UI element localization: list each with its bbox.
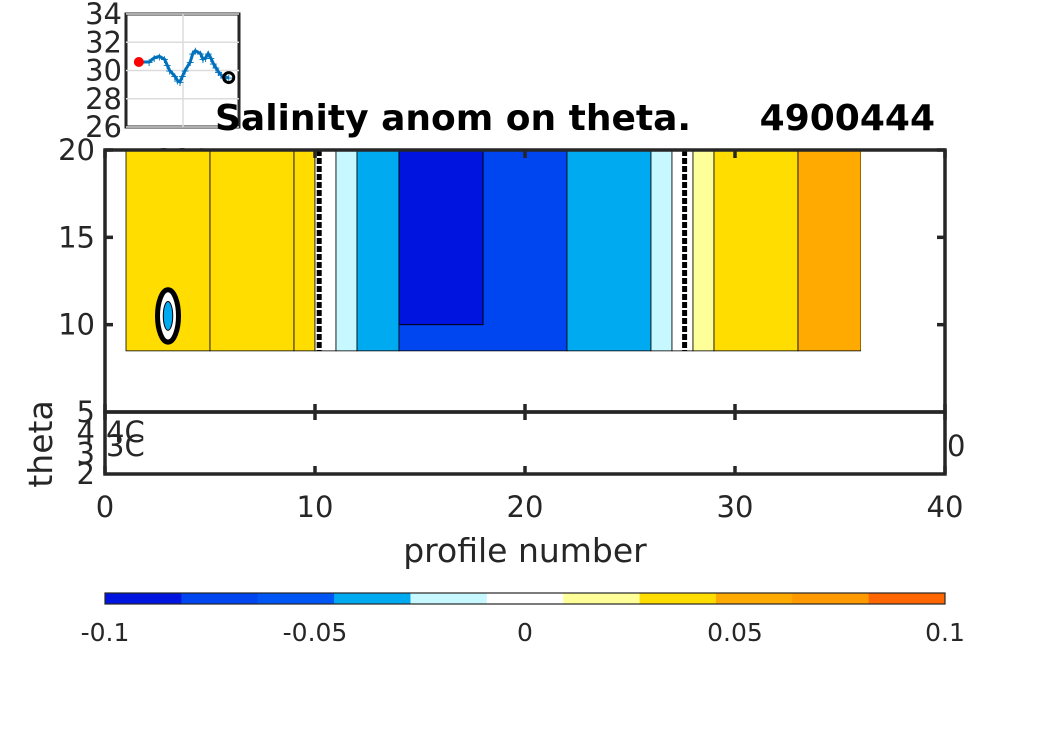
- inset-track-point-12: +: [186, 56, 195, 69]
- colorbar-ticks: -0.1 -0.05 0 0.05 0.1: [81, 618, 965, 647]
- inset-track-line: [138, 48, 229, 84]
- inset-track-point-26: +: [224, 72, 233, 85]
- inset-y-tick-label-3: 32: [85, 25, 122, 59]
- colorbar-frame: [104, 592, 946, 605]
- inset-track-point-18: +: [204, 48, 213, 61]
- sec-fragment-left-upper: 4C: [106, 415, 145, 449]
- inset-end-marker: [222, 71, 236, 85]
- colorbar-tick-label-1: -0.05: [283, 618, 348, 647]
- heat-band-5: [356, 150, 400, 352]
- inset-track-point-20: +: [209, 57, 218, 70]
- inset-track-point-15: +: [196, 48, 205, 61]
- heat-band-2: [293, 150, 316, 352]
- y-tick-label-0: 10: [58, 308, 95, 342]
- x-ticks: 0 10 20 30 40: [96, 150, 964, 524]
- inset-track-point-16: +: [198, 53, 207, 66]
- float-id: 4900444: [760, 98, 935, 139]
- colorbar: [105, 593, 946, 604]
- y-tick-label-1: 15: [58, 220, 95, 254]
- x-tick-label-3: 30: [717, 490, 754, 524]
- heat-band-7: [566, 150, 652, 352]
- inset-track-point-21: +: [211, 62, 220, 75]
- inset-grid: [126, 13, 239, 128]
- heat-band-10: [692, 150, 715, 352]
- heat-feature-core: [398, 150, 484, 326]
- y-tick-label-2: 20: [58, 133, 95, 167]
- inset-start-marker: [133, 57, 144, 68]
- colorbar-swatch-0: [105, 593, 182, 604]
- heatmap-features: [155, 150, 688, 351]
- sec-fragment-right: 0: [947, 429, 965, 463]
- sec-y-tick-label-3: 5: [77, 395, 95, 429]
- inset-track-point-2: +: [150, 52, 159, 65]
- inset-track-point-17: +: [201, 52, 210, 65]
- inset-track-point-13: +: [188, 48, 197, 61]
- colorbar-swatch-7: [639, 593, 717, 604]
- no-data-region: [105, 150, 945, 412]
- colorbar-swatch-5: [486, 593, 564, 604]
- sec-fragment-left: 3C: [106, 429, 145, 463]
- inset-track-point-3: +: [155, 50, 164, 63]
- colorbar-swatch-6: [563, 593, 641, 604]
- colorbar-swatch-1: [181, 593, 259, 604]
- colorbar-swatch-4: [410, 593, 488, 604]
- inset-y-tick-label-2: 30: [85, 54, 122, 88]
- sec-y-tick-label-1: 3: [77, 436, 95, 470]
- heat-feature-eddy-core: [162, 301, 174, 331]
- colorbar-tick-label-4: 0.1: [925, 618, 965, 647]
- inset-track: +++++++++++++++++++++++++++: [133, 45, 236, 89]
- inset-y-tick-label-1: 28: [85, 82, 122, 116]
- colorbar-swatch-9: [792, 593, 870, 604]
- colorbar-tick-label-2: 0: [517, 618, 533, 647]
- heat-band-12: [797, 150, 862, 352]
- inset-track-point-9: +: [175, 76, 184, 89]
- colorbar-tick-label-0: -0.1: [81, 618, 130, 647]
- x-tick-label-0: 0: [96, 490, 114, 524]
- y-axis-label: theta: [21, 400, 60, 487]
- inset-track-point-1: +: [145, 56, 154, 69]
- secondary-axes-frame: [103, 410, 947, 476]
- heat-band-8: [650, 150, 673, 352]
- x-tick-label-4: 40: [927, 490, 964, 524]
- inset-track-point-14: +: [191, 45, 200, 58]
- inset-track-point-5: +: [162, 59, 171, 72]
- heat-band-1: [209, 150, 295, 352]
- main-y-ticks: 10 15 20: [58, 133, 945, 342]
- heatmap-cells: [125, 150, 862, 352]
- chart-title: Salinity anom on theta.: [215, 98, 691, 139]
- inset-y-tick-label-0: 26: [85, 110, 122, 144]
- inset-track-point-10: +: [178, 70, 187, 83]
- heat-band-11: [713, 150, 799, 352]
- heat-band-4: [335, 150, 358, 352]
- colorbar-tick-label-3: 0.05: [707, 618, 763, 647]
- colorbar-swatch-2: [257, 593, 335, 604]
- x-axis-label: profile number: [403, 531, 647, 570]
- inset-track-point-25: +: [222, 72, 231, 85]
- colorbar-swatch-3: [334, 593, 411, 604]
- inset-track-point-4: +: [160, 53, 169, 66]
- inset-track-point-23: +: [216, 69, 225, 82]
- x-tick-label-2: 20: [507, 490, 544, 524]
- colorbar-swatch-10: [868, 593, 946, 604]
- x-tick-label-1: 10: [297, 490, 334, 524]
- inset-track-point-22: +: [214, 66, 223, 79]
- colorbar-swatch-8: [715, 593, 793, 604]
- sec-y-tick-label-0: 2: [77, 457, 95, 491]
- inset-track-point-8: +: [173, 74, 182, 87]
- inset-y-tick-label-4: 34: [85, 0, 122, 31]
- inset-track-point-19: +: [206, 52, 215, 65]
- heatmap-area: [105, 150, 945, 412]
- inset-track-point-6: +: [165, 65, 174, 78]
- sec-y-tick-label-2: 4: [77, 416, 95, 450]
- inset-track-point-11: +: [180, 65, 189, 78]
- inset-track-point-7: +: [170, 70, 179, 83]
